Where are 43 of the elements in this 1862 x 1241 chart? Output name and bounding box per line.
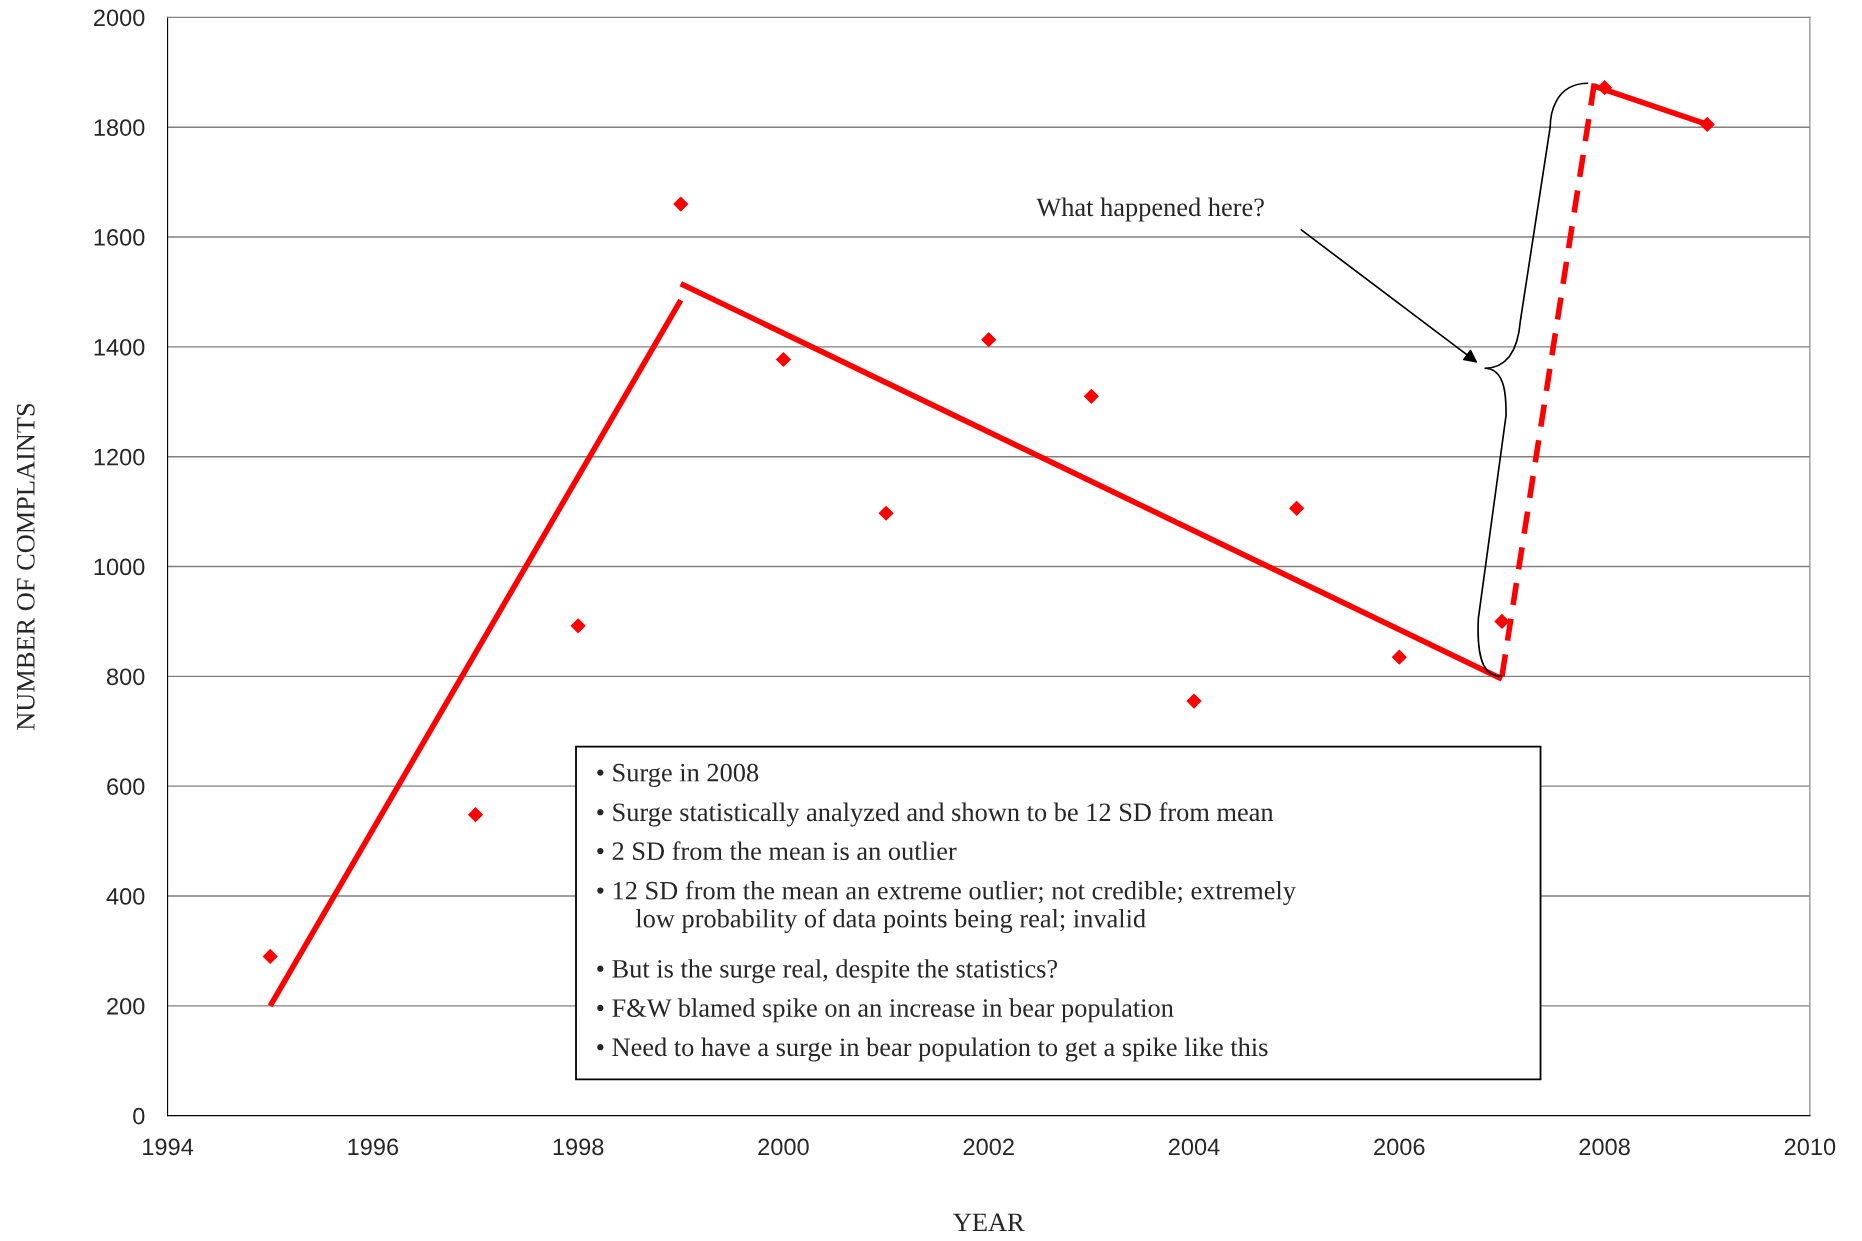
point bbox=[262, 948, 278, 965]
point bbox=[878, 505, 894, 521]
y-tick-label: 1000 bbox=[94, 558, 145, 576]
point bbox=[1083, 388, 1099, 404]
annotation: • 2 SD from the mean is an outlier bbox=[597, 841, 957, 861]
annotation: • Need to have a surge in bear population to get a spike like this bbox=[597, 1037, 1268, 1062]
x-tick-label: 2008 bbox=[1579, 1138, 1630, 1156]
y-tick-label: 1400 bbox=[94, 338, 145, 356]
x-tick-label: 2006 bbox=[1374, 1138, 1425, 1156]
y-tick-label: 0 bbox=[133, 1107, 145, 1125]
y-axis-title: NUMBER OF COMPLAINTS bbox=[16, 403, 35, 730]
y-tick-label: 1600 bbox=[94, 229, 145, 246]
annotation: What happened here? bbox=[1036, 197, 1264, 222]
point bbox=[467, 807, 484, 823]
y-tick-label: 1800 bbox=[94, 119, 145, 136]
annotation: • Surge in 2008 bbox=[597, 763, 759, 788]
x-tick-label: 1994 bbox=[143, 1138, 194, 1156]
point bbox=[1289, 500, 1305, 516]
x-axis-title: YEAR bbox=[953, 1213, 1025, 1231]
y-tick-label: 600 bbox=[107, 778, 145, 795]
y-tick-label: 1200 bbox=[94, 448, 145, 466]
annotation: • 12 SD from the mean an extreme outlier; not credible; extremely low probability of data points being real; invalid bbox=[597, 880, 1296, 933]
x-tick-label: 1996 bbox=[348, 1138, 399, 1156]
annotation: • But is the surge real, despite the statistics? bbox=[597, 959, 1058, 984]
annotation: • Surge statistically analyzed and shown to be 12 SD from mean bbox=[597, 802, 1274, 827]
x-tick-label: 2004 bbox=[1168, 1138, 1220, 1156]
point bbox=[1186, 693, 1202, 709]
x-tick-label: 2010 bbox=[1784, 1138, 1836, 1156]
point bbox=[981, 332, 997, 348]
point bbox=[570, 618, 586, 634]
point bbox=[1699, 116, 1715, 133]
point bbox=[775, 351, 792, 368]
x-tick-label: 1998 bbox=[553, 1138, 604, 1156]
y-tick-label: 2000 bbox=[94, 9, 145, 27]
y-tick-label: 200 bbox=[107, 997, 145, 1015]
x-tick-label: 2002 bbox=[963, 1138, 1014, 1156]
y-tick-label: 400 bbox=[106, 888, 145, 905]
y-tick-label: 800 bbox=[106, 668, 145, 686]
x-tick-label: 2000 bbox=[758, 1138, 809, 1156]
annotation: • F&W blamed spike on an increase in bear population bbox=[597, 998, 1174, 1023]
point bbox=[673, 196, 689, 212]
point bbox=[1391, 649, 1407, 665]
point bbox=[1494, 613, 1510, 630]
